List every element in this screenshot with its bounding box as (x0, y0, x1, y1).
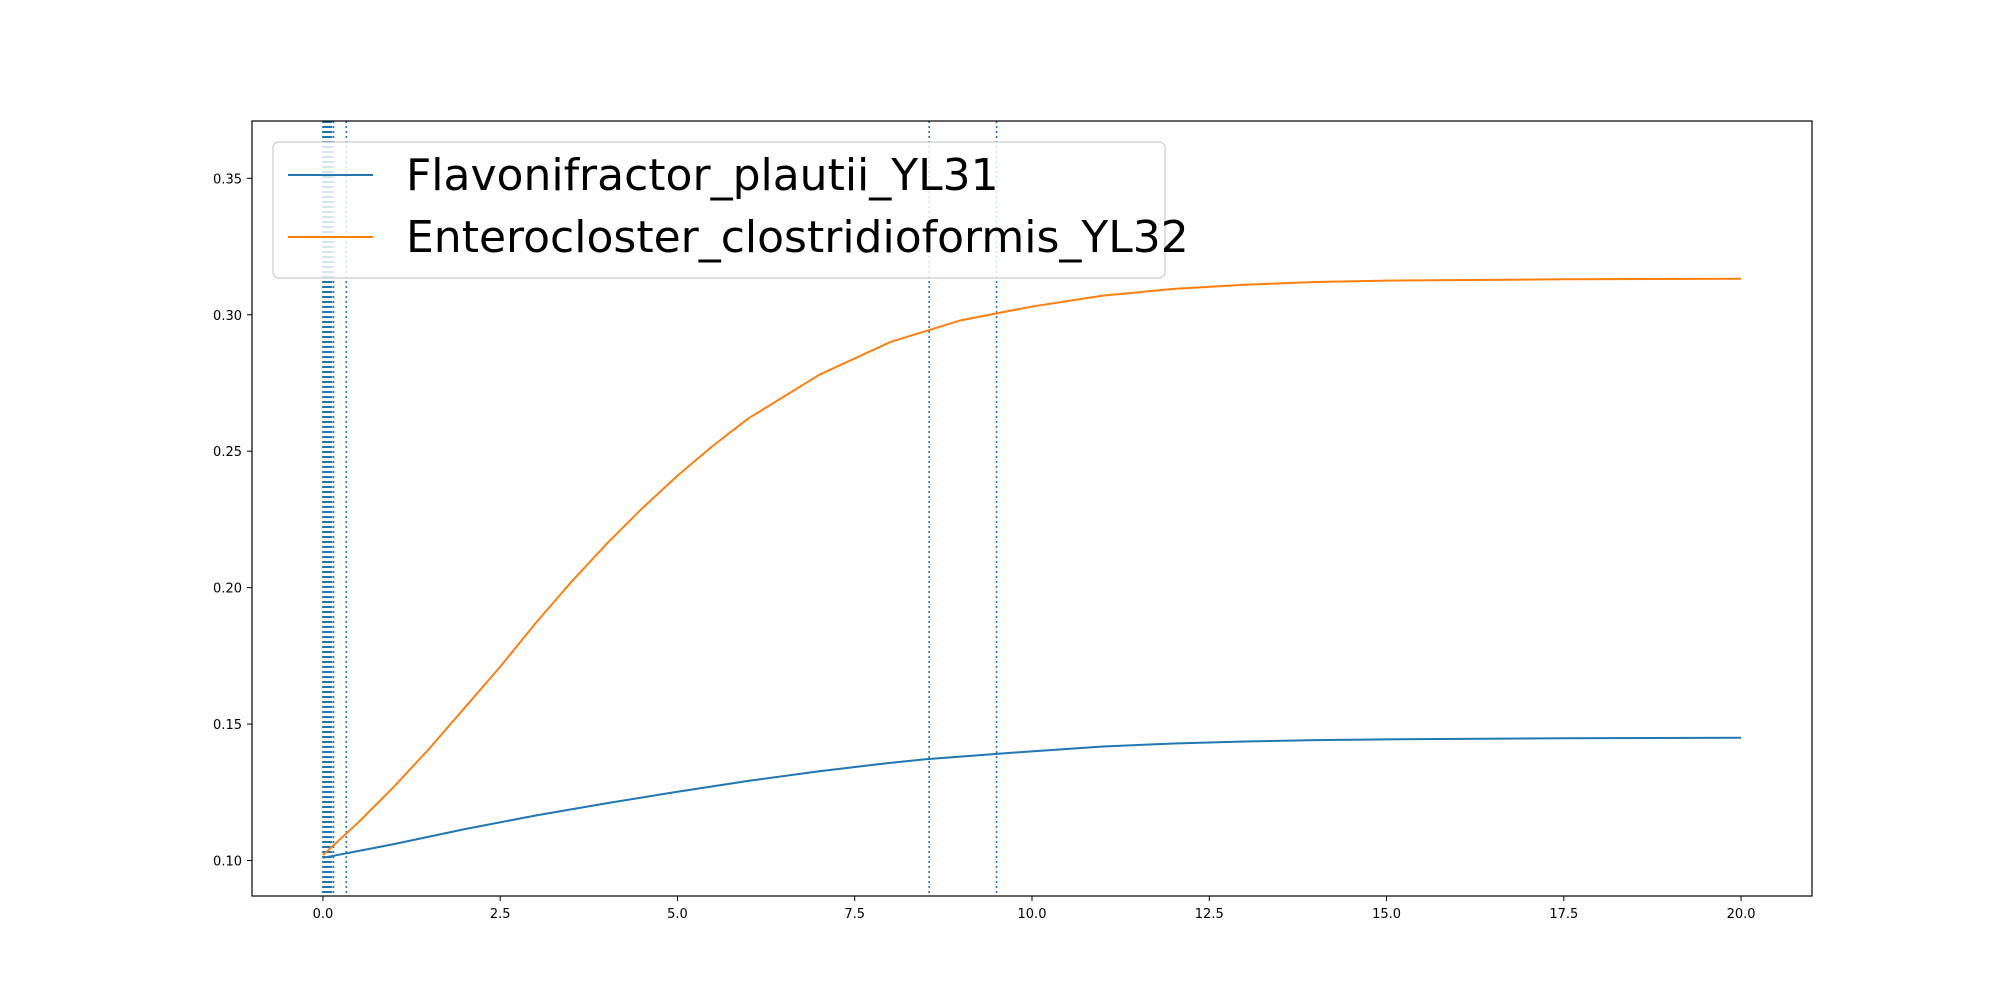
x-tick-label-0: 0.0 (313, 907, 334, 922)
x-tick-label-5: 12.5 (1195, 907, 1224, 922)
series-line-0 (322, 736, 1742, 859)
y-tick-label-5: 0.35 (213, 172, 242, 187)
legend: Flavonifractor_plautii_YL31 Enterocloster… (272, 141, 1189, 279)
x-tick-label-7: 17.5 (1549, 907, 1578, 922)
y-tick-label-1: 0.15 (213, 718, 242, 733)
x-tick-label-3: 7.5 (844, 907, 865, 922)
x-tick-label-6: 15.0 (1372, 907, 1401, 922)
series-line-1 (322, 277, 1742, 856)
series-lines (322, 277, 1742, 859)
vertical-marker-lines (322, 121, 998, 896)
legend-box (272, 141, 1166, 279)
y-tick-label-4: 0.30 (213, 309, 242, 324)
y-tick-label-3: 0.25 (213, 445, 242, 460)
legend-label-0: Flavonifractor_plautii_YL31 (406, 150, 999, 201)
x-tick-label-1: 2.5 (490, 907, 511, 922)
legend-label-1: Enterocloster_clostridioformis_YL32 (406, 212, 1189, 263)
x-tick-label-8: 20.0 (1727, 907, 1756, 922)
x-tick-label-2: 5.0 (667, 907, 688, 922)
y-tick-label-0: 0.10 (213, 855, 242, 870)
x-axis: 0.0 2.5 5.0 7.5 10.0 12.5 15.0 17.5 20.0 (313, 896, 1756, 922)
x-tick-label-4: 10.0 (1018, 907, 1047, 922)
y-tick-label-2: 0.20 (213, 582, 242, 597)
y-axis: 0.10 0.15 0.20 0.25 0.30 0.35 (213, 172, 252, 870)
